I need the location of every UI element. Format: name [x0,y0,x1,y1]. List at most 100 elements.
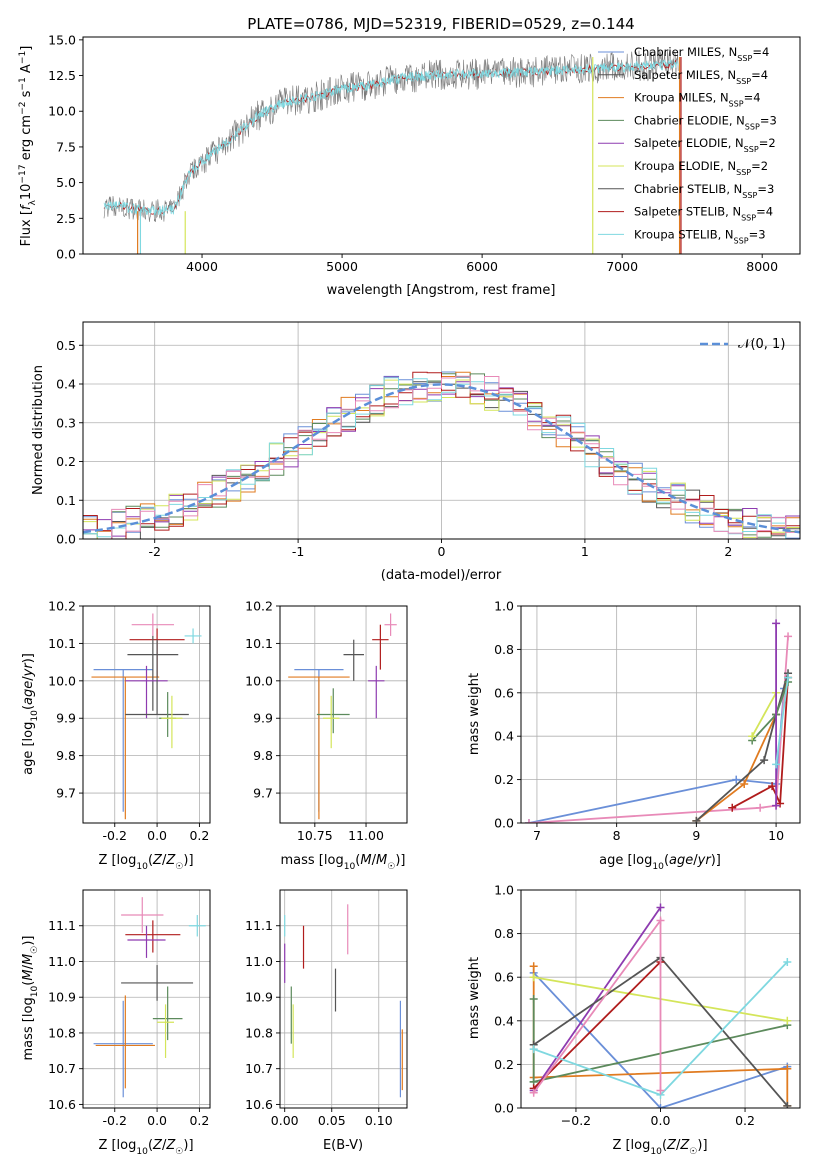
y-axis-label: mass [log10(M/M☉)] [21,936,40,1061]
plot-area [93,897,206,1098]
series-point-marker [524,819,533,823]
plot-area [284,904,403,1098]
x-tick-label: 1 [581,544,589,559]
y-tick-label: 9.9 [253,711,273,726]
y-tick-label: 10.9 [245,990,273,1005]
page-title: PLATE=0786, MJD=52319, FIBERID=0529, z=0… [247,15,634,33]
legend-label: Chabrier STELIB, NSSP=3 [634,182,774,200]
x-axis-label: age [log10(age/yr)] [599,853,721,872]
legend-label: Chabrier ELODIE, NSSP=3 [634,113,777,130]
legend-label: 𝒩(0, 1) [738,337,785,352]
series-point-marker [529,1045,538,1054]
x-axis-label: wavelength [Angstrom, rest frame] [327,283,556,298]
x-tick-label: 5000 [326,259,358,274]
x-axis-label: mass [log10(M/M☉)] [281,853,406,872]
y-tick-label: 0.4 [494,729,514,744]
y-tick-label: 11.1 [245,918,273,933]
y-axis-label: Flux [fλ10−17 erg cm−2 s−1 A−1] [18,46,38,247]
x-tick-label: 0.2 [735,1113,755,1128]
x-axis-label: E(B-V) [323,1138,363,1153]
histogram-step [83,375,800,539]
legend-label: Salpeter ELODIE, NSSP=2 [634,136,776,154]
x-tick-label: 0.10 [365,1113,393,1128]
y-tick-label: 1.0 [494,599,514,614]
series-point-marker [732,775,741,784]
axes-frame [82,605,211,824]
y-tick-label: 0.2 [494,1057,514,1072]
x-tick-label: 10 [768,828,784,843]
axes-residual-histogram: -2 -1 0 1 2 0.0 0.1 0.2 0.3 0.4 0.5 [56,321,801,559]
axes-frame [82,321,801,540]
series-point-marker [760,756,769,765]
axes-frame [520,889,801,1109]
x-tick-label: -0.2 [103,1113,127,1128]
axes-age-vs-mass: 10.75 11.00 9.7 9.8 9.9 10.0 10.1 10.2 [245,599,408,843]
y-tick-label: 9.7 [56,786,76,801]
y-tick-label: 10.1 [245,636,273,651]
y-tick-label: 10.6 [245,1097,273,1112]
y-tick-label: 11.0 [245,954,273,969]
x-tick-label: 0.00 [271,1113,299,1128]
y-tick-label: 5.0 [56,175,76,190]
series-point-marker [656,916,665,925]
series-point-marker [784,673,793,682]
y-axis-label: mass weight [467,957,482,1039]
y-tick-label: 10.8 [245,1025,273,1040]
x-tick-label: -2 [148,544,160,559]
y-tick-label: 10.0 [245,673,273,688]
x-tick-label: 0 [438,544,446,559]
y-tick-label: 0.4 [56,377,76,392]
x-tick-label: 0.0 [147,828,167,843]
axes-age-vs-Z: -0.2 0.0 0.2 9.7 9.8 9.9 10.0 10.1 10.2 [48,599,211,843]
axes-frame [520,605,801,824]
series-point-marker [529,1088,538,1097]
series-point-marker [692,816,701,823]
y-tick-label: 1.0 [494,883,514,898]
series-point-marker [783,1064,792,1073]
series-point-marker [748,732,757,741]
series-point-marker [656,1104,665,1108]
x-tick-label: 6000 [466,259,498,274]
y-tick-label: 9.8 [253,748,273,763]
y-tick-label: 10.2 [48,599,76,614]
axes-mass-weight-vs-age: 7 8 9 10 0.0 0.2 0.4 0.6 0.8 1.0 [494,599,801,843]
y-tick-label: 10.8 [48,1025,76,1040]
x-tick-label: 0.0 [147,1113,167,1128]
axes-frame [82,36,801,255]
legend-label: Kroupa ELODIE, NSSP=2 [634,159,768,177]
x-tick-label: 4000 [186,259,218,274]
legend-label: Kroupa MILES, NSSP=4 [634,91,761,109]
series-point-marker [783,1101,792,1108]
legend-label: Salpeter MILES, NSSP=4 [634,68,768,86]
y-axis-label: age [log10(age/yr)] [21,653,40,775]
series-point-marker [772,760,781,769]
series-point-marker [768,782,777,791]
legend-label: Chabrier MILES, NSSP=4 [634,45,769,63]
model-spectrum-line [103,59,679,217]
y-tick-label: 0.1 [56,493,76,508]
y-tick-label: 0.2 [494,772,514,787]
x-tick-label: 8000 [746,259,778,274]
y-tick-label: 10.1 [48,636,76,651]
y-tick-label: 0.6 [494,970,514,985]
observed-spectrum-line [103,49,679,222]
plot-area [524,619,793,823]
x-tick-label: -1 [292,544,304,559]
x-tick-label: 9 [692,828,700,843]
series-line [533,972,788,1108]
axes-mass-weight-vs-Z: −0.2 0.0 0.2 0.0 0.2 0.4 0.6 0.8 1.0 [494,883,801,1128]
axes-spectrum: 4000 5000 6000 7000 8000 0.0 2.5 5.0 7.5 10.0 12.5… [48,32,801,274]
plot-area [83,371,800,539]
legend-label: Salpeter STELIB, NSSP=4 [634,205,773,223]
x-tick-label: 10.75 [297,828,333,843]
y-axis-label: Normed distribution [31,365,46,495]
x-tick-label: 0.0 [651,1113,671,1128]
series-point-marker [529,962,538,971]
axes-frame [279,605,408,824]
series-line [775,677,789,765]
y-tick-label: 11.0 [48,954,76,969]
y-tick-label: 0.6 [494,685,514,700]
y-tick-label: 0.2 [56,454,76,469]
series-point-marker [529,995,538,1003]
